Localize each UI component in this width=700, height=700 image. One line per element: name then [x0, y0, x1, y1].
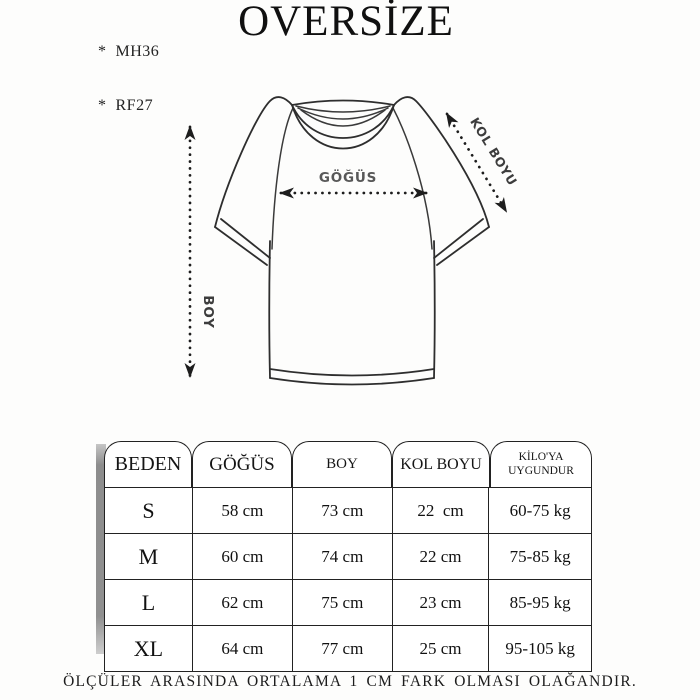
- table-row-m: M 60 cm 74 cm 22 cm 75-85 kg: [105, 534, 591, 580]
- table-row-l: L 62 cm 75 cm 23 cm 85-95 kg: [105, 580, 591, 626]
- table-row-xl: XL 64 cm 77 cm 25 cm 95-105 kg: [105, 626, 591, 671]
- sleeve-cell: 25 cm: [393, 626, 490, 671]
- product-code-line: * MH36: [98, 43, 160, 60]
- length-label: BOY: [200, 295, 216, 328]
- chest-cell: 58 cm: [193, 488, 293, 533]
- size-cell: L: [105, 580, 193, 625]
- length-cell: 73 cm: [293, 488, 393, 533]
- length-cell: 75 cm: [293, 580, 393, 625]
- length-cell: 74 cm: [293, 534, 393, 579]
- product-code-line: * RF27: [98, 97, 154, 114]
- size-cell: S: [105, 488, 193, 533]
- chest-cell: 62 cm: [193, 580, 293, 625]
- tshirt-diagram-svg: BOY GÖĞÜS KOL BOYU: [184, 96, 520, 386]
- size-cell: XL: [105, 626, 193, 671]
- header-tab-boy: BOY: [292, 441, 392, 487]
- header-tab-kol-boyu: KOL BOYU: [392, 441, 490, 487]
- size-table-header-row: BEDEN GÖĞÜS BOY KOL BOYU KİLO'YA UYGUNDU…: [104, 441, 592, 487]
- header-tab-beden: BEDEN: [104, 441, 192, 487]
- page-title: OVERSİZE: [238, 0, 454, 45]
- weight-cell: 60-75 kg: [509, 500, 571, 520]
- sleeve-label: KOL BOYU: [467, 115, 520, 189]
- product-codes: * MH36 * RF27: [98, 7, 159, 133]
- footer-note: ÖLÇÜLER ARASINDA ORTALAMA 1 CM FARK OLMA…: [63, 673, 637, 690]
- table-shadow-strip: [96, 444, 106, 654]
- table-row-s: S 58 cm 73 cm 22 cm 60-75 kg: [105, 488, 591, 534]
- chest-label: GÖĞÜS: [319, 168, 377, 186]
- weight-cell: 95-105 kg: [505, 638, 575, 658]
- size-cell: M: [105, 534, 193, 579]
- sleeve-cell: 23 cm: [393, 580, 490, 625]
- weight-cell: 85-95 kg: [509, 592, 571, 612]
- header-tab-gogus: GÖĞÜS: [192, 441, 292, 487]
- size-table-body: S 58 cm 73 cm 22 cm 60-75 kg M 60 cm 74 …: [104, 487, 592, 672]
- sleeve-cell: 22 cm: [393, 488, 490, 533]
- tshirt-outline-icon: [214, 96, 490, 386]
- sleeve-cell: 22 cm: [393, 534, 490, 579]
- header-tab-kilo: KİLO'YA UYGUNDUR: [490, 441, 592, 487]
- size-table: BEDEN GÖĞÜS BOY KOL BOYU KİLO'YA UYGUNDU…: [104, 441, 592, 672]
- length-cell: 77 cm: [293, 626, 393, 671]
- tshirt-diagram: BOY GÖĞÜS KOL BOYU: [180, 85, 530, 415]
- chest-cell: 60 cm: [193, 534, 293, 579]
- chest-cell: 64 cm: [193, 626, 293, 671]
- weight-cell: 75-85 kg: [509, 546, 571, 566]
